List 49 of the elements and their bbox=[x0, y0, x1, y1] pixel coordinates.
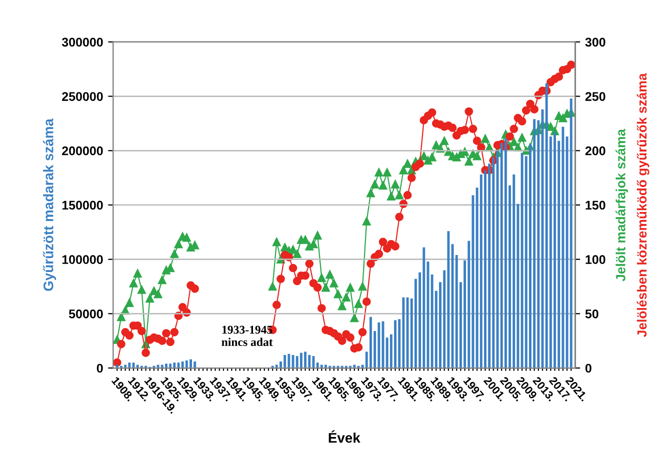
bar bbox=[422, 247, 426, 368]
bar bbox=[181, 361, 184, 368]
bar bbox=[451, 244, 454, 368]
bar bbox=[312, 356, 315, 368]
bar bbox=[284, 354, 286, 368]
bar bbox=[386, 338, 388, 368]
y2-tick-label: 250 bbox=[585, 92, 606, 101]
bar bbox=[378, 322, 380, 368]
bar bbox=[164, 364, 168, 368]
y2-tick-label: 150 bbox=[586, 200, 606, 210]
y2-tick-label: 200 bbox=[585, 146, 606, 156]
bar bbox=[316, 362, 319, 368]
bar bbox=[447, 231, 450, 368]
bar bbox=[185, 360, 188, 368]
bar bbox=[537, 120, 540, 368]
bar bbox=[169, 364, 172, 368]
y2-tick-label: 50 bbox=[585, 309, 598, 318]
bar bbox=[472, 195, 474, 368]
bar bbox=[194, 361, 196, 368]
text: Jelölt madárfajok száma bbox=[616, 128, 628, 282]
y-tick-label: 100000 bbox=[62, 255, 103, 264]
bar bbox=[190, 359, 192, 368]
y-axis-title: Gyűrűzött madarak száma bbox=[42, 118, 56, 291]
bar bbox=[402, 297, 405, 368]
bar bbox=[369, 316, 372, 368]
bar bbox=[430, 274, 434, 368]
bar bbox=[173, 362, 176, 368]
y-tick-label: 0 bbox=[96, 364, 103, 373]
y-tick-label: 250000 bbox=[62, 92, 103, 101]
bar bbox=[288, 354, 290, 368]
y-tick-label: 300000 bbox=[62, 38, 103, 47]
y2-tick-label: 100 bbox=[586, 255, 606, 264]
bar bbox=[308, 354, 311, 368]
bar bbox=[554, 132, 556, 368]
y-tick-label: 50000 bbox=[68, 309, 103, 318]
text: Jelölésben közreműködő gyűrűzők száma bbox=[636, 73, 650, 337]
bar bbox=[300, 352, 302, 368]
x-axis-title: Évek bbox=[328, 430, 360, 443]
bar bbox=[512, 174, 516, 368]
y2-tick-label: 300 bbox=[585, 38, 606, 47]
bar bbox=[296, 356, 298, 368]
bar bbox=[562, 126, 564, 368]
bar bbox=[304, 352, 307, 368]
bar bbox=[394, 320, 396, 368]
y-tick-label: 200000 bbox=[62, 146, 103, 156]
bar bbox=[128, 362, 131, 368]
y2-tick-label: 0 bbox=[585, 364, 592, 373]
bar bbox=[406, 297, 409, 368]
y-tick-label: 150000 bbox=[62, 200, 103, 210]
